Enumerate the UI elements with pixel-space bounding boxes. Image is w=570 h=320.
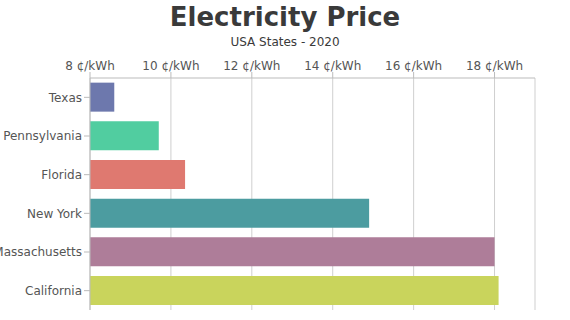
svg-text:8 ¢/kWh: 8 ¢/kWh: [65, 59, 115, 73]
svg-text:New York: New York: [27, 207, 82, 221]
svg-text:16 ¢/kWh: 16 ¢/kWh: [385, 59, 442, 73]
svg-text:12 ¢/kWh: 12 ¢/kWh: [223, 59, 280, 73]
svg-text:Massachusetts: Massachusetts: [8, 245, 82, 259]
svg-text:10 ¢/kWh: 10 ¢/kWh: [142, 59, 199, 73]
svg-text:Florida: Florida: [41, 168, 82, 182]
html-text:USA States - 2020: USA States - 2020: [230, 35, 340, 49]
svg-text:14 ¢/kWh: 14 ¢/kWh: [304, 59, 361, 73]
svg-text:Pennsylvania: Pennsylvania: [8, 129, 82, 143]
svg-text:18 ¢/kWh: 18 ¢/kWh: [466, 59, 523, 73]
html-text:Electricity Price: Electricity Price: [169, 2, 401, 32]
svg-text:California: California: [25, 284, 82, 298]
svg-text:Texas: Texas: [48, 91, 82, 105]
